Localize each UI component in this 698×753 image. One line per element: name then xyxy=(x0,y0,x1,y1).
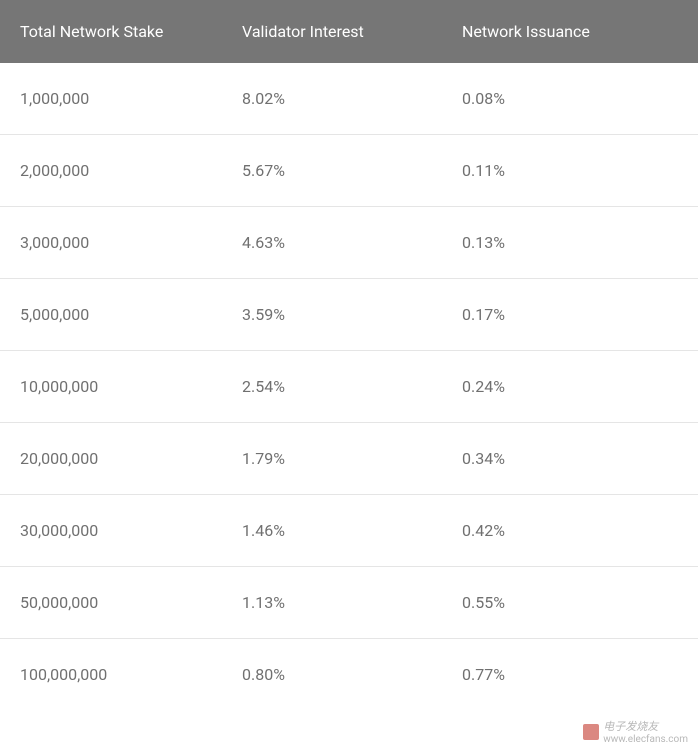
cell-issuance: 0.24% xyxy=(462,377,698,396)
cell-interest: 0.80% xyxy=(242,665,462,684)
cell-issuance: 0.42% xyxy=(462,521,698,540)
cell-stake: 30,000,000 xyxy=(0,521,242,540)
stake-table: Total Network Stake Validator Interest N… xyxy=(0,0,698,710)
cell-interest: 5.67% xyxy=(242,161,462,180)
table-row: 1,000,000 8.02% 0.08% xyxy=(0,63,698,135)
table-row: 2,000,000 5.67% 0.11% xyxy=(0,135,698,207)
table-row: 3,000,000 4.63% 0.13% xyxy=(0,207,698,279)
cell-stake: 5,000,000 xyxy=(0,305,242,324)
table-row: 10,000,000 2.54% 0.24% xyxy=(0,351,698,423)
cell-issuance: 0.17% xyxy=(462,305,698,324)
table-row: 30,000,000 1.46% 0.42% xyxy=(0,495,698,567)
cell-interest: 1.79% xyxy=(242,449,462,468)
cell-issuance: 0.13% xyxy=(462,233,698,252)
watermark-logo-icon xyxy=(583,724,599,740)
cell-interest: 2.54% xyxy=(242,377,462,396)
cell-issuance: 0.08% xyxy=(462,89,698,108)
header-interest: Validator Interest xyxy=(242,22,462,41)
watermark: 电子发烧友 www.elecfans.com xyxy=(583,718,688,745)
cell-interest: 3.59% xyxy=(242,305,462,324)
cell-stake: 100,000,000 xyxy=(0,665,242,684)
cell-issuance: 0.55% xyxy=(462,593,698,612)
cell-issuance: 0.11% xyxy=(462,161,698,180)
table-row: 50,000,000 1.13% 0.55% xyxy=(0,567,698,639)
cell-stake: 3,000,000 xyxy=(0,233,242,252)
cell-stake: 2,000,000 xyxy=(0,161,242,180)
header-issuance: Network Issuance xyxy=(462,22,698,41)
cell-stake: 1,000,000 xyxy=(0,89,242,108)
cell-interest: 8.02% xyxy=(242,89,462,108)
table-row: 5,000,000 3.59% 0.17% xyxy=(0,279,698,351)
table-row: 20,000,000 1.79% 0.34% xyxy=(0,423,698,495)
watermark-url: www.elecfans.com xyxy=(603,734,688,745)
cell-issuance: 0.77% xyxy=(462,665,698,684)
cell-stake: 10,000,000 xyxy=(0,377,242,396)
cell-interest: 1.46% xyxy=(242,521,462,540)
table-header-row: Total Network Stake Validator Interest N… xyxy=(0,0,698,63)
watermark-brand: 电子发烧友 xyxy=(603,718,688,734)
cell-interest: 4.63% xyxy=(242,233,462,252)
table-row: 100,000,000 0.80% 0.77% xyxy=(0,639,698,710)
cell-stake: 50,000,000 xyxy=(0,593,242,612)
cell-issuance: 0.34% xyxy=(462,449,698,468)
cell-interest: 1.13% xyxy=(242,593,462,612)
header-stake: Total Network Stake xyxy=(0,22,242,41)
cell-stake: 20,000,000 xyxy=(0,449,242,468)
